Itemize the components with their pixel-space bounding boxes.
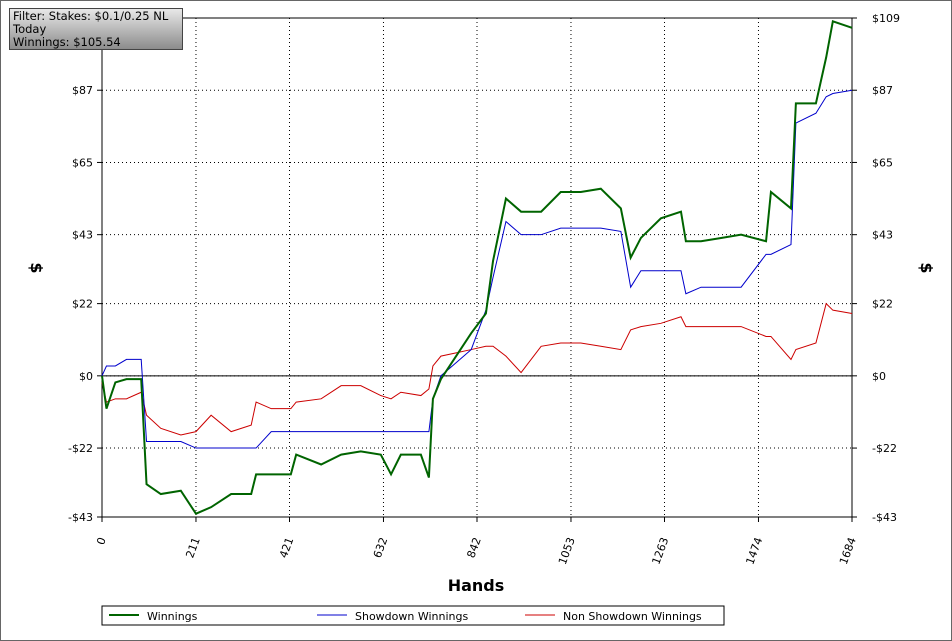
y-tick-label: -$43 xyxy=(68,511,93,524)
y2-tick-label: -$22 xyxy=(872,442,897,455)
y-axis-label: $ xyxy=(27,262,46,273)
y-tick-label: $43 xyxy=(72,229,93,242)
annotation: Filter: Stakes: $0.1/0.25 NL xyxy=(13,9,169,23)
line-series xyxy=(101,302,853,436)
x-tick-label: 842 xyxy=(464,536,483,560)
x-tick-label: 1474 xyxy=(743,536,765,567)
x-tick-label: 211 xyxy=(183,536,202,560)
x-tick-label: 1684 xyxy=(837,536,859,567)
annotation-box: Filter: Stakes: $0.1/0.25 NL Today Winni… xyxy=(9,8,183,50)
x-tick-label: 421 xyxy=(277,536,296,560)
y-tick-label: $65 xyxy=(72,156,93,169)
y2-tick-label: $65 xyxy=(872,156,893,169)
annotation: Winnings: $105.54 xyxy=(13,35,121,49)
y2-tick-label: $43 xyxy=(872,229,893,242)
y2-tick-label: $87 xyxy=(872,84,893,97)
x-tick-label: 632 xyxy=(371,536,390,560)
y2-tick-label: $22 xyxy=(872,298,893,311)
line-series xyxy=(101,89,853,449)
y2-tick-label: $109 xyxy=(872,12,900,25)
legend-box xyxy=(101,605,725,626)
y-tick-label: -$22 xyxy=(68,442,93,455)
y2-tick-label: $0 xyxy=(872,370,886,383)
legend-label: Non Showdown Winnings xyxy=(563,610,702,623)
y-tick-label: $87 xyxy=(72,84,93,97)
y2-axis-label: $ xyxy=(917,262,936,273)
x-tick-label: 1263 xyxy=(650,536,672,567)
plot-area xyxy=(101,17,853,518)
y-tick-label: $0 xyxy=(79,370,93,383)
x-tick-label: 0 xyxy=(94,536,109,547)
y2-tick-label: -$43 xyxy=(872,511,897,524)
x-tick-label: 1053 xyxy=(556,536,578,567)
x-axis-label: Hands xyxy=(448,576,505,595)
annotation: Today xyxy=(13,22,47,36)
y-tick-label: $22 xyxy=(72,298,93,311)
line-series xyxy=(101,19,853,515)
legend-label: Showdown Winnings xyxy=(355,610,469,623)
legend-label: Winnings xyxy=(147,610,198,623)
